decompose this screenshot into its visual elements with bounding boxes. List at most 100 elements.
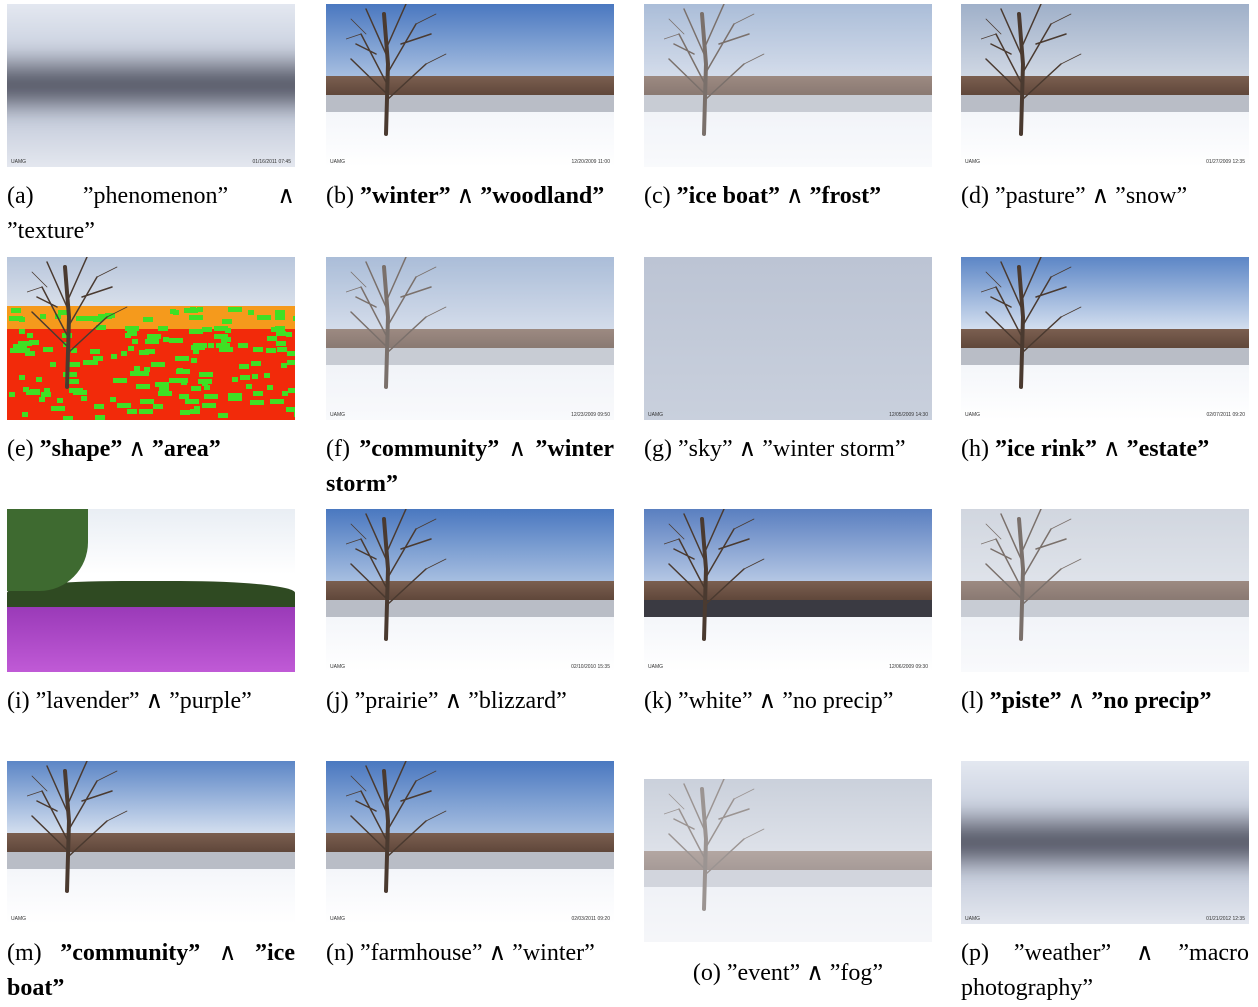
scene-part bbox=[191, 386, 201, 391]
tree bbox=[27, 761, 147, 924]
scene-part bbox=[240, 375, 250, 380]
operator: ∧ bbox=[786, 183, 804, 209]
panel: UAMG02/07/2011 09:20(h) ”ice rink” ∧ ”es… bbox=[961, 257, 1249, 467]
operator: ∧ bbox=[1092, 183, 1110, 209]
term: ”no precip” bbox=[1091, 688, 1211, 714]
panel-label: (e) bbox=[7, 436, 34, 462]
thumbnail bbox=[7, 509, 295, 672]
scene-part bbox=[185, 399, 199, 404]
operator: ∧ bbox=[1103, 436, 1121, 462]
watermark: UAMG bbox=[330, 159, 345, 165]
caption: (n) ”farmhouse” ∧ ”winter” bbox=[326, 936, 614, 971]
scene-part bbox=[275, 315, 285, 320]
thumbnail bbox=[7, 257, 295, 420]
term: ”area” bbox=[152, 436, 221, 462]
term: ”blizzard” bbox=[468, 688, 567, 714]
term: ”estate” bbox=[1127, 436, 1210, 462]
panel: UAMG(m) ”community” ∧ ”ice boat” bbox=[7, 761, 295, 1006]
timestamp: 01/16/2011 07:45 bbox=[252, 159, 291, 165]
scene-part bbox=[257, 315, 271, 320]
operator: ∧ bbox=[759, 688, 777, 714]
term: ”winter” bbox=[512, 940, 595, 966]
term: ”piste” bbox=[990, 688, 1062, 714]
operator: ∧ bbox=[277, 183, 295, 209]
operator: ∧ bbox=[489, 940, 507, 966]
figure: UAMG 01/16/2011 07:45 (a) ”phenomenon” ∧ ”… bbox=[0, 0, 1258, 1007]
caption: (a) ”phenomenon” ∧ ”texture” bbox=[7, 179, 295, 249]
scene-part bbox=[9, 392, 15, 397]
scene-part bbox=[159, 386, 169, 391]
scene-part bbox=[275, 310, 285, 315]
panel: (i) ”lavender” ∧ ”purple” bbox=[7, 509, 295, 719]
scene-part bbox=[202, 403, 216, 408]
thumbnail: UAMG12/05/2009 14:30 bbox=[644, 257, 932, 420]
scene-part bbox=[208, 343, 214, 348]
caption: (o) ”event” ∧ ”fog” bbox=[644, 956, 932, 991]
scene-part bbox=[282, 391, 288, 396]
scene-part bbox=[11, 308, 21, 313]
term: ”white” bbox=[678, 688, 753, 714]
caption: (g) ”sky” ∧ ”winter storm” bbox=[644, 432, 932, 467]
term: ”snow” bbox=[1115, 183, 1187, 209]
operator: ∧ bbox=[806, 960, 824, 986]
term: ”purple” bbox=[169, 688, 252, 714]
scene-part bbox=[7, 4, 295, 167]
scene-part bbox=[202, 327, 212, 332]
scene-part bbox=[191, 358, 197, 363]
thumbnail: UAMG bbox=[7, 761, 295, 924]
tree bbox=[346, 509, 466, 672]
timestamp: 01/21/2012 12:35 bbox=[1206, 916, 1245, 922]
scene-part bbox=[19, 329, 25, 334]
thumbnail: UAMG01/27/2009 12:35 bbox=[961, 4, 1249, 167]
scene-part bbox=[175, 356, 189, 361]
panel-label: (f) bbox=[326, 436, 350, 462]
scene-part bbox=[7, 607, 295, 672]
scene-part bbox=[253, 347, 263, 352]
watermark: UAMG bbox=[11, 159, 26, 165]
caption: (d) ”pasture” ∧ ”snow” bbox=[961, 179, 1249, 214]
caption: (l) ”piste” ∧ ”no precip” bbox=[961, 684, 1249, 719]
scene-part bbox=[252, 374, 258, 379]
watermark: UAMG bbox=[965, 412, 980, 418]
panel-label: (l) bbox=[961, 688, 984, 714]
operator: ∧ bbox=[739, 436, 757, 462]
tree bbox=[981, 4, 1101, 167]
scene-part bbox=[225, 328, 231, 333]
scene-part bbox=[277, 347, 287, 352]
scene-part bbox=[228, 396, 242, 401]
scene-part bbox=[288, 388, 295, 393]
scene-part bbox=[251, 361, 261, 366]
scene-part bbox=[270, 399, 284, 404]
caption: (k) ”white” ∧ ”no precip” bbox=[644, 684, 932, 719]
panel: UAMG02/10/2010 15:35(j) ”prairie” ∧ ”bli… bbox=[326, 509, 614, 719]
caption: (c) ”ice boat” ∧ ”frost” bbox=[644, 179, 932, 214]
scene-part bbox=[191, 345, 205, 350]
scene-part bbox=[275, 326, 285, 331]
watermark: UAMG bbox=[330, 664, 345, 670]
panel: UAMG01/27/2009 12:35 (d) ”pasture” ∧ ”sno… bbox=[961, 4, 1249, 214]
watermark: UAMG bbox=[965, 159, 980, 165]
scene-part bbox=[248, 310, 254, 315]
scene-part bbox=[198, 379, 212, 384]
term: ”prairie” bbox=[355, 688, 439, 714]
timestamp: 02/07/2011 09:20 bbox=[1206, 412, 1245, 418]
panel: UAMG 01/16/2011 07:45 (a) ”phenomenon” ∧ ”… bbox=[7, 4, 295, 249]
caption: (f) ”community” ∧ ”winter storm” bbox=[326, 432, 614, 502]
scene-part bbox=[644, 257, 932, 420]
scene-part bbox=[158, 326, 168, 331]
term: ”winter storm” bbox=[762, 436, 905, 462]
scene-part bbox=[190, 409, 200, 414]
watermark: UAMG bbox=[648, 412, 663, 418]
operator: ∧ bbox=[1068, 688, 1086, 714]
scene-part bbox=[9, 316, 23, 321]
tree bbox=[981, 257, 1101, 420]
scene-part bbox=[218, 413, 228, 418]
panel: (l) ”piste” ∧ ”no precip” bbox=[961, 509, 1249, 719]
term: ”community” bbox=[359, 436, 499, 462]
term: ”pasture” bbox=[995, 183, 1086, 209]
operator: ∧ bbox=[146, 688, 164, 714]
